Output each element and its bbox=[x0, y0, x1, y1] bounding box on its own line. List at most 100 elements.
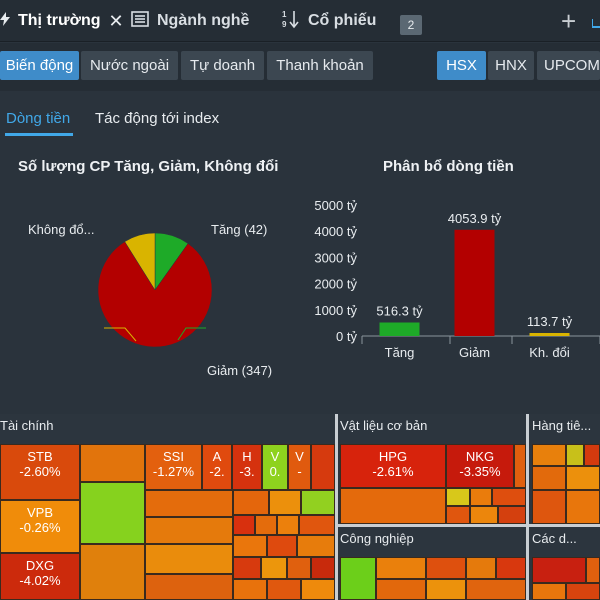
heatmap-cell bbox=[532, 583, 566, 600]
sector-title: Hàng tiê... bbox=[532, 418, 592, 433]
heatmap-cell[interactable]: SSI -1.27% bbox=[145, 444, 202, 490]
bar-value-label: 4053.9 tỷ bbox=[448, 211, 502, 226]
add-tab-icon[interactable]: + bbox=[561, 6, 577, 36]
heatmap-cell bbox=[532, 557, 586, 583]
pie-slice-down[interactable] bbox=[97, 241, 213, 348]
heatmap-cell bbox=[532, 444, 566, 466]
y-tick-label: 0 tỷ bbox=[336, 329, 357, 344]
tab-label: Cổ phiếu bbox=[308, 12, 377, 29]
heatmap-cell bbox=[514, 444, 526, 488]
heatmap-cell bbox=[496, 557, 526, 579]
bar-0[interactable] bbox=[379, 322, 420, 337]
tab-count-badge[interactable]: 2 bbox=[400, 15, 422, 35]
heatmap-cell bbox=[492, 488, 526, 506]
tab-label: Ngành nghề bbox=[157, 12, 250, 29]
bar-2[interactable] bbox=[529, 333, 570, 336]
heatmap-cell bbox=[145, 490, 233, 517]
bar-value-label: 113.7 tỷ bbox=[527, 314, 573, 329]
collapse-icon[interactable] bbox=[591, 9, 600, 31]
heatmap-cell bbox=[297, 535, 335, 557]
bar-chart-title: Phân bổ dòng tiền bbox=[383, 158, 514, 175]
tab-label: Thị trường bbox=[18, 12, 101, 29]
heatmap-cell bbox=[267, 535, 297, 557]
x-category-label: Tăng bbox=[385, 345, 415, 360]
pie-slice-flat[interactable] bbox=[124, 232, 156, 291]
exchange-hnx-button[interactable]: HNX bbox=[488, 51, 534, 80]
view-thanh-khoan-button[interactable]: Thanh khoản bbox=[267, 51, 373, 80]
heatmap-cell bbox=[233, 579, 267, 600]
tab-thi-truong[interactable]: Thị trường ✕ bbox=[0, 0, 124, 42]
heatmap-cell bbox=[299, 515, 335, 535]
heatmap-cell[interactable]: STB -2.60% bbox=[0, 444, 80, 500]
heatmap-cell[interactable]: V 0. bbox=[262, 444, 288, 490]
active-tab-indicator bbox=[5, 133, 73, 136]
heatmap-cell bbox=[261, 557, 287, 579]
pie-label-down: Giảm (347) bbox=[207, 363, 273, 378]
heatmap-cell bbox=[446, 488, 470, 506]
heatmap-cell bbox=[145, 517, 233, 544]
heatmap-cell bbox=[566, 583, 600, 600]
heatmap-cell[interactable]: NKG -3.35% bbox=[446, 444, 514, 488]
heatmap-cell[interactable]: HPG -2.61% bbox=[340, 444, 446, 488]
heatmap-cell bbox=[277, 515, 299, 535]
x-category-label: Giảm bbox=[459, 345, 490, 360]
view-tu-doanh-button[interactable]: Tự doanh bbox=[181, 51, 264, 80]
y-tick-label: 2000 tỷ bbox=[314, 277, 357, 292]
heatmap-cell[interactable]: DXG -4.02% bbox=[0, 553, 80, 600]
heatmap-cell bbox=[287, 557, 311, 579]
tab-tac-dong-index[interactable]: Tác động tới index bbox=[95, 110, 220, 127]
y-tick-label: 5000 tỷ bbox=[314, 198, 357, 213]
sector-cac-dich-vu[interactable]: Các d... bbox=[529, 527, 600, 600]
sector-tai-chinh[interactable]: Tài chính STB -2.60% VPB -0.26% DXG -4.02% … bbox=[0, 414, 335, 600]
sector-vat-lieu-co-ban[interactable]: Vật liệu cơ bản HPG -2.61% NKG -3.35% bbox=[338, 414, 526, 524]
heatmap-cell bbox=[532, 490, 566, 524]
exchange-upcom-button[interactable]: UPCOM bbox=[537, 51, 600, 80]
sector-title: Công nghiệp bbox=[340, 531, 414, 546]
heatmap-cell bbox=[376, 557, 426, 579]
pie-chart-title: Số lượng CP Tăng, Giảm, Không đổi bbox=[18, 158, 279, 175]
heatmap-cell[interactable]: H -3. bbox=[232, 444, 262, 490]
view-nuoc-ngoai-button[interactable]: Nước ngoài bbox=[81, 51, 178, 80]
heatmap-cell bbox=[301, 579, 335, 600]
svg-text:1: 1 bbox=[282, 10, 287, 19]
heatmap-cell bbox=[498, 506, 526, 524]
money-flow-panel: Dòng tiền Tác động tới index Số lượng CP… bbox=[0, 92, 600, 414]
heatmap-cell[interactable]: V- bbox=[288, 444, 311, 490]
heatmap-cell bbox=[584, 444, 600, 466]
bar-value-label: 516.3 tỷ bbox=[376, 304, 423, 319]
exchange-hsx-button[interactable]: HSX bbox=[437, 51, 486, 80]
heatmap-cell bbox=[426, 579, 466, 600]
svg-text:9: 9 bbox=[282, 20, 287, 29]
toolbar: Biến động Nước ngoài Tự doanh Thanh khoả… bbox=[0, 43, 600, 91]
heatmap-cell bbox=[80, 444, 145, 482]
heatmap-cell bbox=[233, 515, 255, 535]
tab-dong-tien[interactable]: Dòng tiền bbox=[6, 110, 71, 127]
heatmap-cell[interactable]: VPB -0.26% bbox=[0, 500, 80, 553]
leader-line-flat bbox=[104, 327, 137, 342]
y-tick-label: 1000 tỷ bbox=[314, 303, 357, 318]
heatmap-cell bbox=[470, 488, 492, 506]
heatmap-cell bbox=[301, 490, 335, 515]
close-icon[interactable]: ✕ bbox=[108, 10, 124, 31]
y-tick-label: 3000 tỷ bbox=[314, 250, 357, 265]
sector-hang-tieu-dung[interactable]: Hàng tiê... bbox=[529, 414, 600, 524]
pie-label-flat: Không đổ... bbox=[28, 222, 95, 237]
heatmap-cell bbox=[80, 544, 145, 600]
heatmap-cell bbox=[267, 579, 301, 600]
pie-label-up: Tăng (42) bbox=[211, 222, 268, 237]
sector-cong-nghiep[interactable]: Công nghiệp bbox=[338, 527, 526, 600]
heatmap-cell[interactable]: A -2. bbox=[202, 444, 232, 490]
heatmap-cell bbox=[269, 490, 301, 515]
heatmap-cell bbox=[233, 557, 261, 579]
heatmap-cell bbox=[566, 444, 584, 466]
tab-nganh-nghe[interactable]: Ngành nghề bbox=[131, 0, 249, 42]
bar-1[interactable] bbox=[454, 229, 495, 336]
heatmap-cell bbox=[80, 482, 145, 544]
sector-title: Vật liệu cơ bản bbox=[340, 418, 428, 433]
heatmap-cell bbox=[145, 544, 233, 574]
heatmap-cell bbox=[470, 506, 498, 524]
view-bien-dong-button[interactable]: Biến động bbox=[0, 51, 79, 80]
